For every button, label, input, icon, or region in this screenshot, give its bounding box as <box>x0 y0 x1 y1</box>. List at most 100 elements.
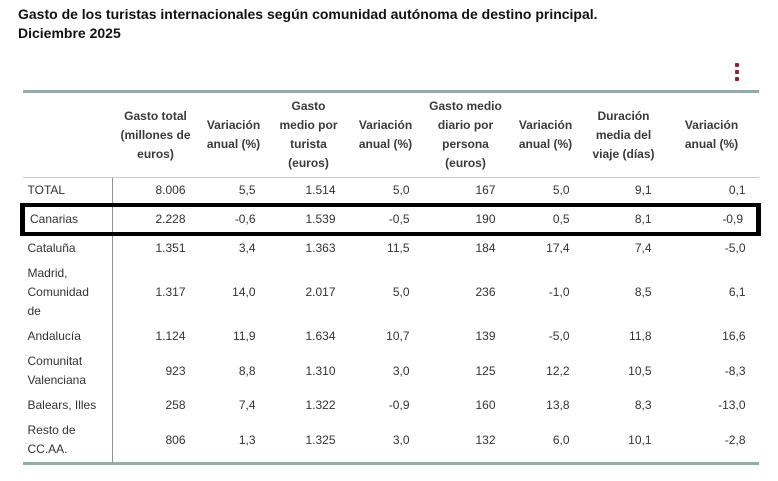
row-label: Comunitat Valenciana <box>22 349 113 393</box>
cell-value: 10,5 <box>628 363 652 378</box>
cell-value: 8,5 <box>634 285 652 299</box>
cell-value: 11,8 <box>629 329 652 343</box>
cell-value: 2.017 <box>305 285 336 299</box>
cell-value: 1.539 <box>268 203 349 236</box>
cell-value: 1.124 <box>155 329 186 343</box>
cell-value: 16,6 <box>722 329 746 343</box>
cell-value: 923 <box>165 363 186 378</box>
table-header: Gasto total (millones de euros) Variació… <box>22 91 759 178</box>
table-row: Cataluña 1.351 3,4 1.363 11,5 184 17,4 7… <box>22 234 759 261</box>
cell-value: -5,0 <box>548 329 570 343</box>
cell-value: 1.310 <box>305 363 336 378</box>
cell-value: 5,0 <box>392 183 410 197</box>
column-header: Gasto medio por turista (euros) <box>268 91 349 178</box>
cell-value: 1.634 <box>305 329 336 343</box>
cell-value: 139 <box>475 329 496 343</box>
column-header: Gasto total (millones de euros) <box>112 91 199 178</box>
cell-value: 14,0 <box>232 285 256 299</box>
cell-value: 160 <box>475 398 496 412</box>
cell-value: 806 <box>165 432 186 447</box>
cell-value: 190 <box>422 203 509 236</box>
cell-value: 167 <box>475 183 496 197</box>
cell-value: 8.006 <box>155 183 186 197</box>
cell-value: 5,5 <box>238 183 256 197</box>
cell-value: -0,6 <box>198 203 269 236</box>
cell-value: 17,4 <box>546 241 570 255</box>
cell-value: 8,1 <box>582 203 665 236</box>
row-label: Andalucía <box>22 324 113 349</box>
cell-value: 13,8 <box>546 398 570 412</box>
cell-value: 1,3 <box>238 432 256 447</box>
table-row: Andalucía 1.124 11,9 1.634 10,7 139 -5,0… <box>22 324 759 349</box>
data-table-container: Gasto total (millones de euros) Variació… <box>20 90 761 465</box>
cell-value: 6,0 <box>552 432 570 447</box>
kebab-dot <box>735 77 739 81</box>
cell-value: 9,1 <box>634 183 652 197</box>
header-row: Gasto total (millones de euros) Variació… <box>22 91 759 178</box>
cell-value: 2.228 <box>112 203 199 236</box>
column-header: Gasto medio diario por persona (euros) <box>422 91 509 178</box>
cell-value: 10,1 <box>628 432 652 447</box>
table-row-highlighted: Canarias 2.228 -0,6 1.539 -0,5 190 0,5 8… <box>20 203 761 236</box>
row-label: Canarias <box>20 203 113 236</box>
kebab-dot <box>735 70 739 74</box>
cell-value: 132 <box>475 432 496 447</box>
row-label: Resto de CC.AA. <box>22 418 113 464</box>
column-header: Duración media del viaje (días) <box>582 91 665 178</box>
cell-value: 1.317 <box>155 285 186 299</box>
cell-value: -0,5 <box>348 203 423 236</box>
cell-value: 3,0 <box>392 432 410 447</box>
kebab-menu-icon[interactable] <box>729 60 745 84</box>
cell-value: -0,9 <box>664 203 761 236</box>
column-header: Variación anual (%) <box>664 91 759 178</box>
cell-value: 11,5 <box>387 241 410 255</box>
cell-value: 125 <box>475 363 496 378</box>
cell-value: 3,0 <box>392 363 410 378</box>
data-table: Gasto total (millones de euros) Variació… <box>20 90 761 465</box>
cell-value: 7,4 <box>634 241 652 255</box>
cell-value: 0,1 <box>728 183 746 197</box>
cell-value: 11,9 <box>233 329 256 343</box>
cell-value: -2,8 <box>724 432 746 447</box>
table-row: TOTAL 8.006 5,5 1.514 5,0 167 5,0 9,1 0,… <box>22 177 759 205</box>
kebab-dot <box>735 63 739 67</box>
page-title: Gasto de los turistas internacionales se… <box>18 6 598 22</box>
cell-value: 1.322 <box>305 398 336 412</box>
table-row: Balears, Illes 258 7,4 1.322 -0,9 160 13… <box>22 393 759 418</box>
cell-value: 1.351 <box>155 241 186 255</box>
cell-value: 5,0 <box>552 183 570 197</box>
cell-value: 184 <box>475 241 496 255</box>
cell-value: -8,3 <box>724 363 746 378</box>
table-row: Comunitat Valenciana 923 8,8 1.310 3,0 1… <box>22 349 759 393</box>
cell-value: 258 <box>165 398 186 412</box>
cell-value: 3,4 <box>238 241 256 255</box>
column-header: Variación anual (%) <box>508 91 583 178</box>
cell-value: 1.363 <box>305 241 336 255</box>
cell-value: 1.325 <box>305 432 336 447</box>
cell-value: 236 <box>475 285 496 299</box>
cell-value: 10,7 <box>386 329 410 343</box>
cell-value: 1.514 <box>305 183 336 197</box>
page-subtitle: Diciembre 2025 <box>18 25 121 41</box>
cell-value: -0,9 <box>388 398 410 412</box>
row-label: TOTAL <box>22 177 113 205</box>
row-label: Madrid, Comunidad de <box>22 261 113 324</box>
column-header: Variación anual (%) <box>348 91 423 178</box>
cell-value: 12,2 <box>546 363 570 378</box>
table-row: Resto de CC.AA. 806 1,3 1.325 3,0 132 6,… <box>22 418 759 464</box>
cell-value: 7,4 <box>238 398 256 412</box>
column-header: Variación anual (%) <box>198 91 269 178</box>
cell-value: 0,5 <box>508 203 583 236</box>
row-label: Balears, Illes <box>22 393 113 418</box>
cell-value: -1,0 <box>548 285 570 299</box>
cell-value: 6,1 <box>728 285 746 299</box>
table-row: Madrid, Comunidad de 1.317 14,0 2.017 5,… <box>22 261 759 324</box>
cell-value: -13,0 <box>718 398 746 412</box>
column-header <box>22 91 113 178</box>
cell-value: 5,0 <box>392 285 410 299</box>
cell-value: 8,3 <box>634 398 652 412</box>
title-block: Gasto de los turistas internacionales se… <box>18 5 748 43</box>
row-label: Cataluña <box>22 234 113 261</box>
table-body: TOTAL 8.006 5,5 1.514 5,0 167 5,0 9,1 0,… <box>20 177 761 464</box>
cell-value: 8,8 <box>238 363 256 378</box>
